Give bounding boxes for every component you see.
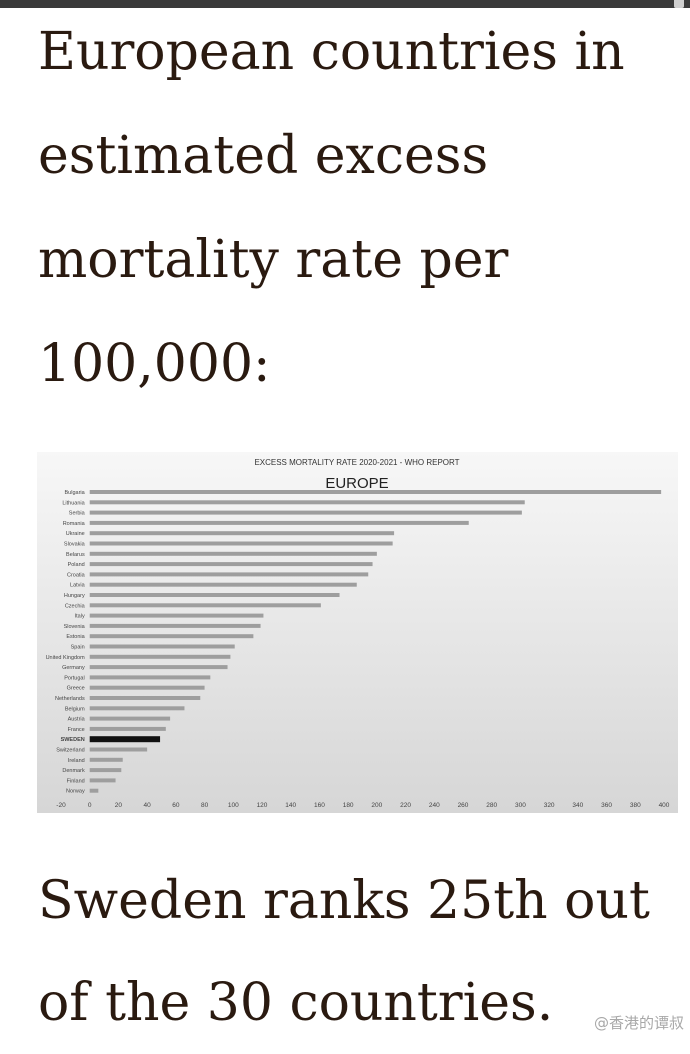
x-tick-label: 120 xyxy=(257,802,268,809)
excess-mortality-chart: EXCESS MORTALITY RATE 2020-2021 - WHO RE… xyxy=(37,452,678,813)
bar-czechia xyxy=(89,603,321,608)
x-tick-label: 300 xyxy=(515,802,526,809)
x-tick-label: -20 xyxy=(56,802,66,809)
category-label: Serbia xyxy=(69,511,86,517)
bar-portugal xyxy=(89,675,211,680)
category-label: United Kingdom xyxy=(46,655,86,661)
x-tick-label: 260 xyxy=(458,802,469,809)
bar-germany xyxy=(89,665,228,670)
bar-denmark xyxy=(89,768,122,773)
category-label: Poland xyxy=(68,562,85,568)
top-bar xyxy=(0,0,690,8)
category-label: Netherlands xyxy=(55,696,85,702)
category-label: Slovakia xyxy=(64,542,86,548)
category-label: Portugal xyxy=(64,675,85,681)
category-label: Hungary xyxy=(64,593,85,599)
x-tick-label: 40 xyxy=(144,802,152,809)
conclusion-text: Sweden ranks 25th out of the 30 countrie… xyxy=(38,871,650,1033)
bar-austria xyxy=(89,716,171,721)
x-axis-ticks: -20 0 20 40 60 80 100 120 140 160 180 200 220 240 260 2… xyxy=(56,802,670,809)
bar-norway xyxy=(89,788,99,793)
bar-lithuania xyxy=(89,500,525,505)
bar-finland xyxy=(89,778,116,783)
category-label: Croatia xyxy=(67,572,86,578)
category-label: Belarus xyxy=(66,552,85,558)
bar-united-kingdom xyxy=(89,654,231,659)
bar-slovakia xyxy=(89,541,393,546)
category-label: SWEDEN xyxy=(61,737,85,743)
bar-estonia xyxy=(89,634,254,639)
bar-latvia xyxy=(89,582,357,587)
bar-spain xyxy=(89,644,235,649)
chart-background xyxy=(37,452,678,813)
category-label: Slovenia xyxy=(64,624,86,630)
bar-greece xyxy=(89,685,205,690)
category-label: Austria xyxy=(68,717,86,723)
category-label: Latvia xyxy=(70,583,86,589)
category-label: Bulgaria xyxy=(65,490,86,496)
bar-belgium xyxy=(89,706,185,711)
headline: European countries in estimated excess m… xyxy=(38,22,625,394)
bar-chart-svg: EXCESS MORTALITY RATE 2020-2021 - WHO RE… xyxy=(37,452,678,813)
x-tick-label: 400 xyxy=(659,802,670,809)
bars-group xyxy=(89,490,662,793)
category-label: Denmark xyxy=(62,768,85,774)
bar-ireland xyxy=(89,757,123,762)
watermark: @香港的谭叔 xyxy=(593,1014,684,1032)
category-label: Czechia xyxy=(65,603,86,609)
x-tick-label: 240 xyxy=(429,802,440,809)
bar-croatia xyxy=(89,572,369,577)
category-label: Ukraine xyxy=(66,531,85,537)
x-tick-label: 140 xyxy=(285,802,296,809)
x-tick-label: 340 xyxy=(572,802,583,809)
x-tick-label: 20 xyxy=(115,802,123,809)
category-label: Finland xyxy=(67,778,85,784)
bar-bulgaria xyxy=(89,490,662,494)
category-label: Switzerland xyxy=(56,748,84,754)
bar-france xyxy=(89,726,166,731)
x-tick-label: 100 xyxy=(228,802,239,809)
x-tick-label: 0 xyxy=(88,802,92,809)
category-label: France xyxy=(68,727,85,733)
x-tick-label: 160 xyxy=(314,802,325,809)
top-bar-handle xyxy=(674,0,684,8)
bar-slovenia xyxy=(89,623,261,628)
category-label: Estonia xyxy=(66,634,85,640)
x-tick-label: 360 xyxy=(601,802,612,809)
x-tick-label: 320 xyxy=(544,802,555,809)
category-label: Romania xyxy=(63,521,86,527)
category-label: Norway xyxy=(66,789,85,795)
category-label: Spain xyxy=(71,645,85,651)
category-label: Belgium xyxy=(65,706,85,712)
x-tick-label: 60 xyxy=(172,802,180,809)
chart-title: EUROPE xyxy=(325,475,388,492)
bar-romania xyxy=(89,520,469,525)
category-label: Greece xyxy=(67,686,85,692)
chart-supertitle: EXCESS MORTALITY RATE 2020-2021 - WHO RE… xyxy=(254,458,459,467)
category-label: Lithuania xyxy=(62,500,85,506)
category-label: Ireland xyxy=(68,758,85,764)
x-tick-label: 180 xyxy=(343,802,354,809)
bar-sweden xyxy=(89,736,161,743)
category-label: Germany xyxy=(62,665,85,671)
category-label: Italy xyxy=(75,614,85,620)
x-tick-label: 280 xyxy=(486,802,497,809)
x-tick-label: 80 xyxy=(201,802,209,809)
bar-belarus xyxy=(89,551,377,556)
bar-serbia xyxy=(89,510,522,515)
category-labels: Bulgaria Lithuania Serbia Romania Ukraine Slo… xyxy=(46,490,86,795)
x-tick-label: 380 xyxy=(630,802,641,809)
bar-poland xyxy=(89,562,373,567)
bar-switzerland xyxy=(89,747,148,752)
x-tick-label: 200 xyxy=(371,802,382,809)
bar-hungary xyxy=(89,593,340,597)
bar-netherlands xyxy=(89,696,201,700)
bar-italy xyxy=(89,613,264,618)
x-tick-label: 220 xyxy=(400,802,411,809)
bar-ukraine xyxy=(89,531,395,536)
